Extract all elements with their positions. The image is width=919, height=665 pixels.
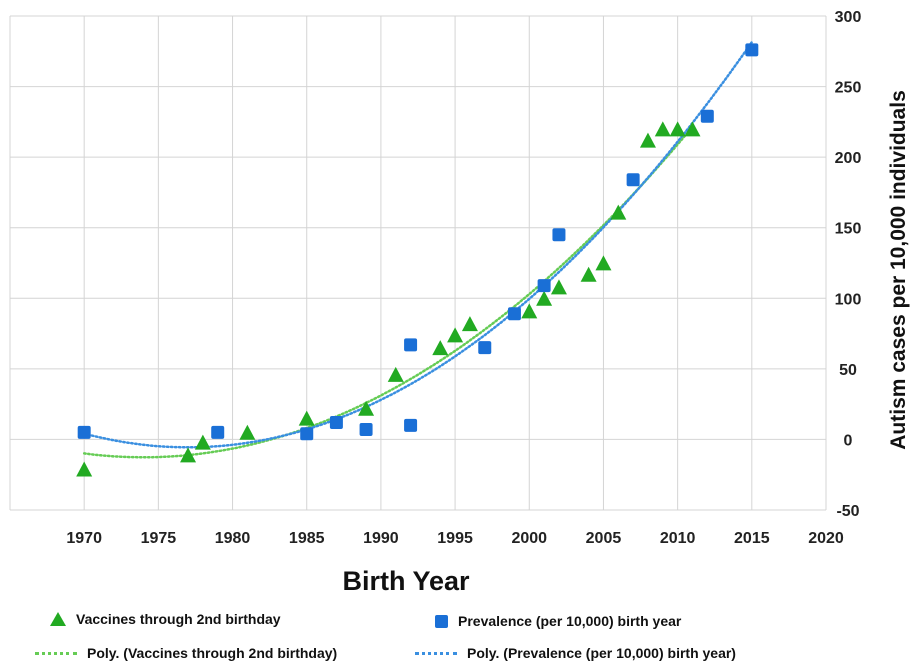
x-tick-label: 2015 (734, 530, 770, 547)
y-tick-label: 150 (835, 221, 862, 238)
legend-item-poly-vaccines: Poly. (Vaccines through 2nd birthday) (35, 645, 337, 661)
triangle-point (298, 410, 315, 426)
triangle-point (76, 461, 93, 477)
trendline-vaccines (82, 125, 694, 459)
x-tick-label: 2005 (586, 530, 622, 547)
square-point (552, 228, 566, 242)
triangle-point (239, 424, 256, 440)
triangle-point (358, 400, 375, 416)
square-point (537, 279, 551, 293)
x-tick-label: 1990 (363, 530, 399, 547)
trendlines (82, 40, 754, 459)
legend-label-poly-prevalence: Poly. (Prevalence (per 10,000) birth yea… (467, 645, 736, 661)
square-point (404, 418, 418, 432)
y-tick-label: 50 (839, 362, 857, 379)
legend-item-poly-prevalence: Poly. (Prevalence (per 10,000) birth yea… (415, 645, 736, 661)
square-point (211, 425, 225, 439)
square-point (404, 338, 418, 352)
trendline-prevalence (82, 40, 754, 449)
triangle-point (536, 290, 553, 306)
x-tick-label: 1985 (289, 530, 325, 547)
legend-label-vaccines: Vaccines through 2nd birthday (76, 611, 281, 627)
x-tick-label: 2020 (808, 530, 844, 547)
legend-label-poly-vaccines: Poly. (Vaccines through 2nd birthday) (87, 645, 338, 661)
triangle-point (447, 327, 464, 343)
x-tick-label: 2000 (511, 530, 547, 547)
triangle-marker-icon (50, 612, 66, 626)
y-tick-label: 0 (844, 432, 853, 449)
y-tick-label: 100 (835, 291, 862, 308)
square-point (745, 43, 759, 57)
grid (9, 15, 827, 511)
triangle-point (387, 366, 404, 382)
triangle-point (610, 204, 627, 220)
x-tick-label: 2010 (660, 530, 696, 547)
data-points (76, 43, 759, 477)
x-axis-title: Birth Year (342, 566, 470, 596)
x-tick-label: 1995 (437, 530, 473, 547)
y-axis-title: Autism cases per 10,000 individuals (887, 90, 910, 450)
triangle-point (580, 266, 597, 282)
square-point (507, 307, 521, 321)
triangle-point (639, 132, 656, 148)
square-point (77, 425, 91, 439)
square-point (329, 415, 343, 429)
square-point (626, 173, 640, 187)
triangle-point (180, 447, 197, 463)
square-marker-icon (435, 614, 448, 628)
x-tick-labels: 1970 1975 1980 1985 1990 1995 2000 2005 2010 2015… (66, 530, 844, 547)
y-tick-label: 300 (835, 9, 862, 26)
x-tick-label: 1970 (66, 530, 102, 547)
triangle-point (194, 434, 211, 450)
triangle-point (521, 303, 538, 319)
legend-label-prevalence: Prevalence (per 10,000) birth year (458, 613, 682, 629)
triangle-point (550, 279, 567, 295)
dotted-line-icon (35, 651, 77, 655)
square-point (478, 341, 492, 355)
y-tick-label: -50 (836, 503, 859, 520)
triangle-point (461, 316, 478, 332)
triangle-point (595, 255, 612, 271)
triangle-point (684, 121, 701, 137)
y-tick-label: 250 (835, 80, 862, 97)
legend-item-vaccines: Vaccines through 2nd birthday (50, 611, 281, 627)
x-tick-label: 1975 (141, 530, 177, 547)
triangle-point (654, 121, 671, 137)
square-point (300, 427, 314, 441)
square-point (359, 423, 373, 437)
triangle-point (669, 121, 686, 137)
x-tick-label: 1980 (215, 530, 251, 547)
y-tick-label: 200 (835, 150, 862, 167)
triangle-point (432, 340, 449, 356)
y-tick-labels: 300 250 200 150 100 50 0 -50 (835, 9, 862, 520)
square-point (700, 109, 714, 123)
legend-item-prevalence: Prevalence (per 10,000) birth year (435, 613, 681, 629)
dotted-line-icon (415, 651, 457, 655)
